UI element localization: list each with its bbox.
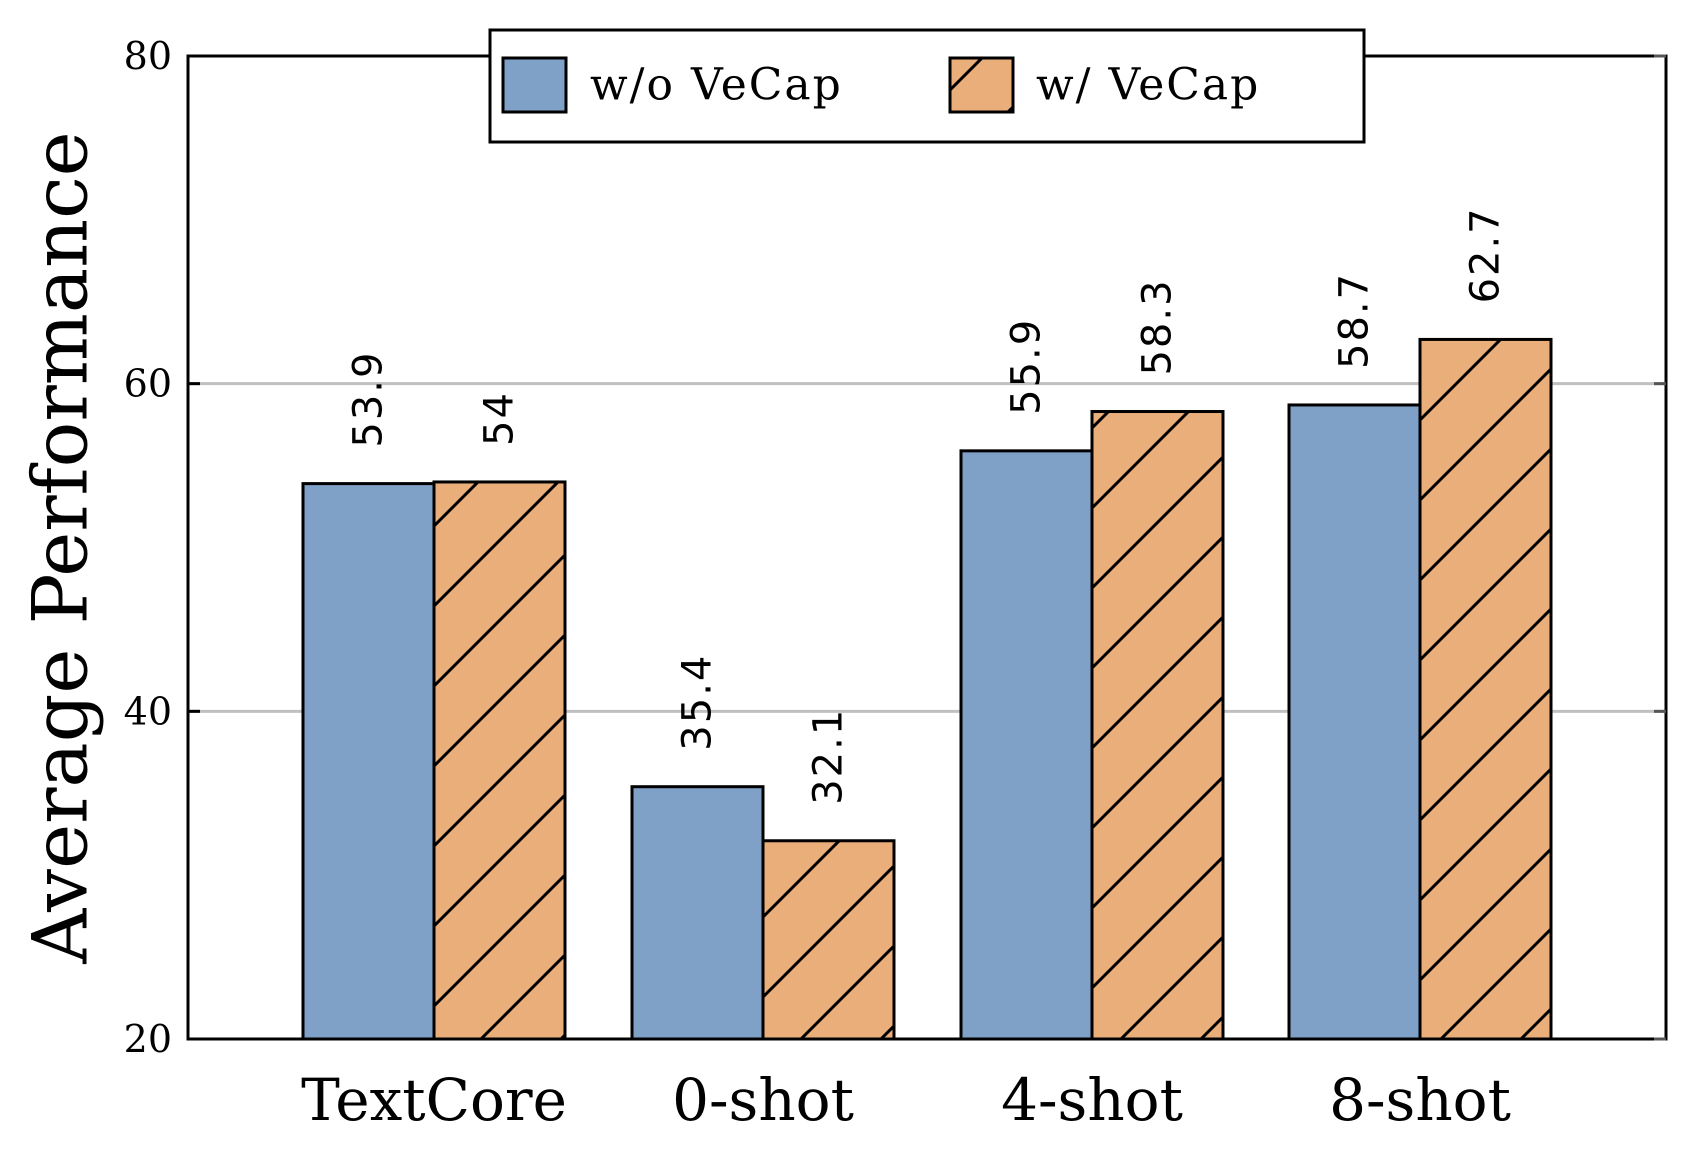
bar-without-vecap-4-shot bbox=[959, 449, 1094, 1041]
xtick-label-0-shot: 0-shot bbox=[672, 1066, 854, 1134]
axes: 20 40 60 80 TextCore 0-shot 4-shot 8-shot Averag… bbox=[16, 34, 1668, 1134]
legend-swatch-with-vecap bbox=[948, 56, 1015, 114]
y-axis-label: Average Performance bbox=[16, 131, 105, 964]
xtick-label-4-shot: 4-shot bbox=[1001, 1066, 1183, 1134]
ytick-label-20: 20 bbox=[124, 1017, 172, 1061]
bar-without-vecap-textcore bbox=[301, 482, 436, 1041]
bar-with-vecap-4-shot bbox=[1090, 410, 1225, 1041]
data-labels: 53.9 35.4 55.9 58.7 54 32.1 58.3 62.7 bbox=[346, 206, 1509, 804]
ytick-label-60: 60 bbox=[124, 362, 172, 406]
ytick-label-40: 40 bbox=[124, 689, 172, 733]
ytick-label-80: 80 bbox=[124, 34, 172, 78]
bar-with-vecap-0-shot bbox=[761, 839, 896, 1041]
bars bbox=[301, 337, 1553, 1041]
legend: w/o VeCap w/ VeCap bbox=[488, 28, 1366, 144]
xtick-label-textcore: TextCore bbox=[301, 1066, 567, 1134]
data-label-with-vecap-0-shot: 32.1 bbox=[806, 708, 852, 805]
data-label-without-vecap-0-shot: 35.4 bbox=[675, 654, 721, 751]
legend-box bbox=[488, 28, 1366, 144]
data-label-with-vecap-textcore: 54 bbox=[477, 391, 523, 446]
legend-label-without-vecap: w/o VeCap bbox=[590, 60, 843, 111]
bar-without-vecap-0-shot bbox=[630, 785, 765, 1041]
bar-with-vecap-8-shot bbox=[1418, 337, 1553, 1041]
data-label-without-vecap-4-shot: 55.9 bbox=[1004, 318, 1050, 415]
xtick-label-8-shot: 8-shot bbox=[1329, 1066, 1511, 1134]
data-label-with-vecap-4-shot: 58.3 bbox=[1135, 278, 1181, 375]
data-label-without-vecap-textcore: 53.9 bbox=[346, 351, 392, 448]
legend-label-with-vecap: w/ VeCap bbox=[1036, 60, 1260, 111]
data-label-without-vecap-8-shot: 58.7 bbox=[1332, 272, 1378, 369]
legend-swatch-without-vecap bbox=[501, 56, 568, 114]
bar-without-vecap-8-shot bbox=[1287, 403, 1422, 1041]
data-label-with-vecap-8-shot: 62.7 bbox=[1463, 206, 1509, 303]
bar-with-vecap-textcore bbox=[432, 480, 567, 1041]
